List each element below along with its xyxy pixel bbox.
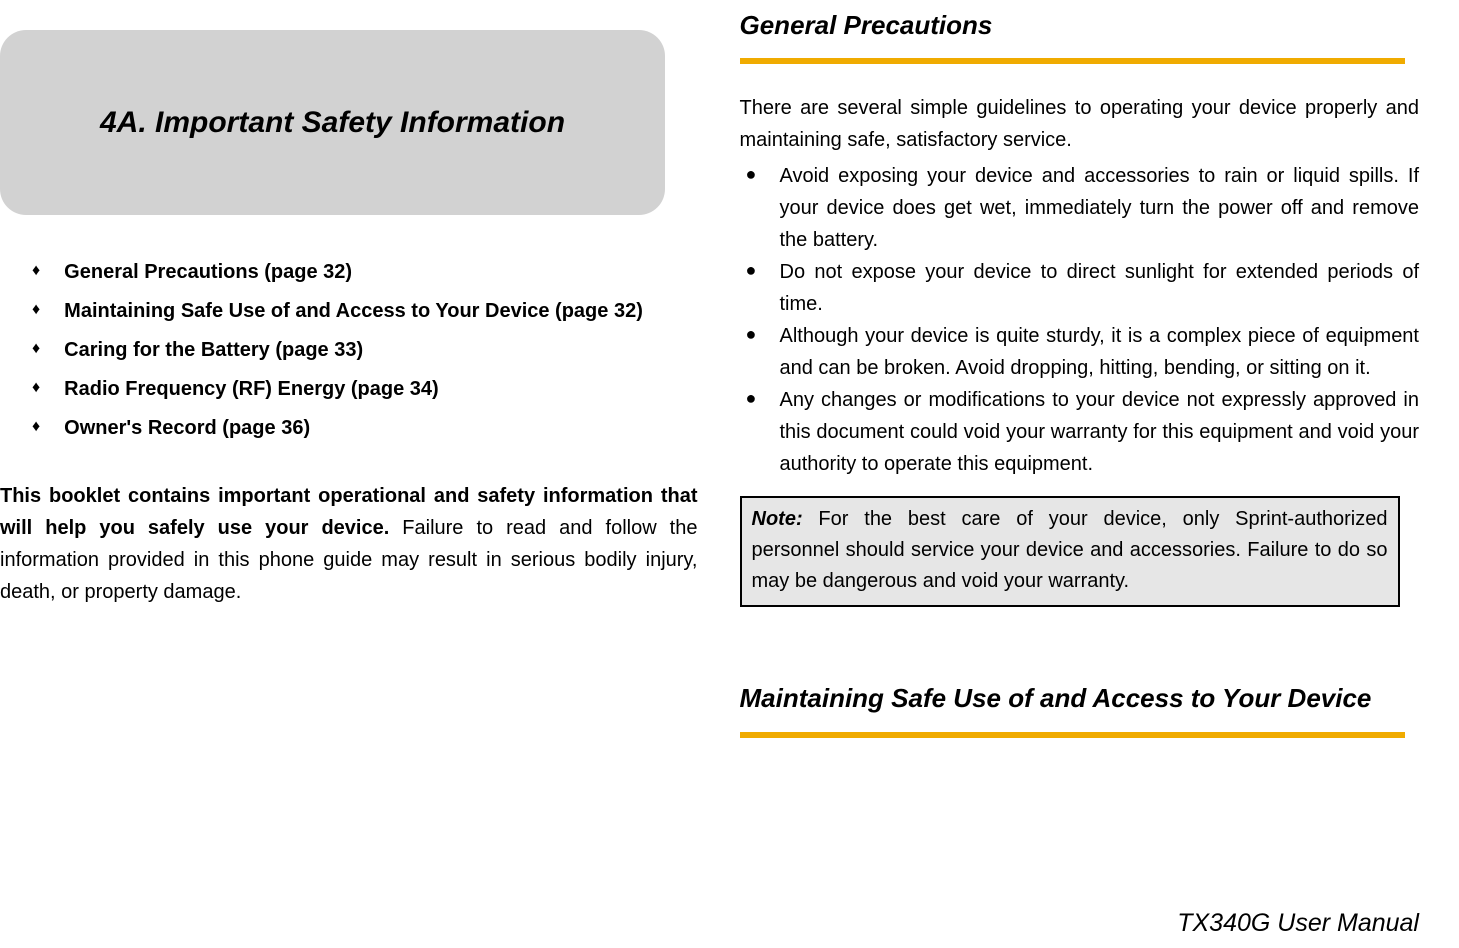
bullet-list: ● Avoid exposing your device and accesso… [740, 160, 1420, 480]
list-item: ● Although your device is quite sturdy, … [740, 320, 1420, 384]
toc-label: Owner's Record (page 36) [64, 413, 310, 444]
diamond-icon: ♦ [32, 257, 40, 285]
list-item: ● Do not expose your device to direct su… [740, 256, 1420, 320]
toc-item: ♦ Radio Frequency (RF) Energy (page 34) [32, 374, 700, 405]
toc-item: ♦ Caring for the Battery (page 33) [32, 335, 700, 366]
disc-icon: ● [740, 384, 780, 480]
note-body: For the best care of your device, only S… [752, 508, 1388, 592]
toc-label: General Precautions (page 32) [64, 257, 352, 288]
bullet-text: Any changes or modifications to your dev… [780, 384, 1420, 480]
heading-rule [740, 58, 1405, 64]
left-column: 4A. Important Safety Information ♦ Gener… [0, 0, 730, 948]
toc-item: ♦ Owner's Record (page 36) [32, 413, 700, 444]
diamond-icon: ♦ [32, 374, 40, 402]
list-item: ● Any changes or modifications to your d… [740, 384, 1420, 480]
chapter-title-box: 4A. Important Safety Information [0, 30, 665, 215]
bullet-text: Avoid exposing your device and accessori… [780, 160, 1420, 256]
heading-rule [740, 732, 1405, 738]
bullet-text: Do not expose your device to direct sunl… [780, 256, 1420, 320]
table-of-contents: ♦ General Precautions (page 32) ♦ Mainta… [0, 257, 700, 444]
diamond-icon: ♦ [32, 296, 40, 324]
right-column: General Precautions There are several si… [730, 0, 1459, 948]
lead-paragraph: There are several simple guidelines to o… [740, 92, 1420, 156]
footer-text: TX340G User Manual [1177, 909, 1419, 938]
toc-label: Radio Frequency (RF) Energy (page 34) [64, 374, 439, 405]
toc-item: ♦ Maintaining Safe Use of and Access to … [32, 296, 700, 327]
diamond-icon: ♦ [32, 413, 40, 441]
toc-label: Caring for the Battery (page 33) [64, 335, 363, 366]
note-box: Note: For the best care of your device, … [740, 496, 1400, 607]
toc-item: ♦ General Precautions (page 32) [32, 257, 700, 288]
section-heading-wrap: Maintaining Safe Use of and Access to Yo… [740, 667, 1420, 737]
disc-icon: ● [740, 256, 780, 320]
diamond-icon: ♦ [32, 335, 40, 363]
toc-label: Maintaining Safe Use of and Access to Yo… [64, 296, 643, 327]
chapter-title: 4A. Important Safety Information [100, 106, 565, 140]
disc-icon: ● [740, 160, 780, 256]
bullet-text: Although your device is quite sturdy, it… [780, 320, 1420, 384]
page: 4A. Important Safety Information ♦ Gener… [0, 0, 1459, 948]
intro-paragraph: This booklet contains important operatio… [0, 480, 700, 608]
note-label: Note: [752, 508, 803, 530]
list-item: ● Avoid exposing your device and accesso… [740, 160, 1420, 256]
section-heading-maintaining: Maintaining Safe Use of and Access to Yo… [740, 667, 1420, 729]
disc-icon: ● [740, 320, 780, 384]
section-heading-general: General Precautions [740, 0, 1420, 56]
